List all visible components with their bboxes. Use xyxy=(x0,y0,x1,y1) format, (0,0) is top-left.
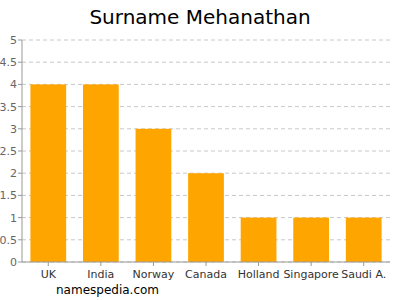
y-tick-label: 2.5 xyxy=(0,145,17,158)
bar xyxy=(346,218,382,262)
x-tick-label: UK xyxy=(41,268,57,281)
y-tick-label: 3 xyxy=(10,123,17,136)
y-tick-label: 4 xyxy=(10,78,17,91)
grid-line xyxy=(22,62,390,63)
tick-mark xyxy=(18,217,22,218)
bar xyxy=(30,84,66,262)
x-tick xyxy=(153,262,154,266)
bars xyxy=(30,84,381,262)
x-tick-label: Holland xyxy=(238,268,280,281)
x-tick-label: India xyxy=(87,268,114,281)
tick-mark xyxy=(18,128,22,129)
grid-line xyxy=(22,151,390,152)
x-tick xyxy=(48,262,49,266)
y-axis xyxy=(22,40,23,262)
x-tick xyxy=(206,262,207,266)
bar xyxy=(293,218,329,262)
x-tick xyxy=(258,262,259,266)
bar xyxy=(241,218,277,262)
x-tick xyxy=(100,262,101,266)
y-tick-label: 1.5 xyxy=(0,189,17,202)
tick-mark xyxy=(18,62,22,63)
x-tick xyxy=(363,262,364,266)
x-tick-label: Saudi A. xyxy=(341,268,386,281)
x-tick-label: Singapore xyxy=(283,268,339,281)
x-tick-label: Canada xyxy=(185,268,227,281)
tick-mark xyxy=(18,239,22,240)
grid-line xyxy=(22,40,390,41)
grid-line xyxy=(22,128,390,129)
tick-mark xyxy=(18,106,22,107)
y-tick-label: 0.5 xyxy=(0,234,17,247)
y-tick-label: 1 xyxy=(10,212,17,225)
tick-mark xyxy=(18,262,22,263)
bar xyxy=(188,173,224,262)
bar xyxy=(83,84,119,262)
grid-line xyxy=(22,106,390,107)
chart: Surname Mehanathan 0 0.5 1 1.5 2 2.5 3 3.5 4 4.5 5 U… xyxy=(0,0,400,300)
tick-mark xyxy=(18,173,22,174)
grid-line xyxy=(22,84,390,85)
bar xyxy=(136,129,172,262)
y-tick-label: 5 xyxy=(10,34,17,47)
title: Surname Mehanathan xyxy=(89,5,310,29)
y-tick-label: 4.5 xyxy=(0,56,17,69)
tick-mark xyxy=(18,151,22,152)
source-note: namespedia.com xyxy=(56,283,159,297)
tick-mark xyxy=(18,84,22,85)
y-tick-label: 3.5 xyxy=(0,101,17,114)
tick-mark xyxy=(18,195,22,196)
tick-mark xyxy=(18,40,22,41)
y-tick-label: 2 xyxy=(10,167,17,180)
y-tick-label: 0 xyxy=(10,256,17,269)
x-tick xyxy=(311,262,312,266)
x-tick-label: Norway xyxy=(133,268,175,281)
